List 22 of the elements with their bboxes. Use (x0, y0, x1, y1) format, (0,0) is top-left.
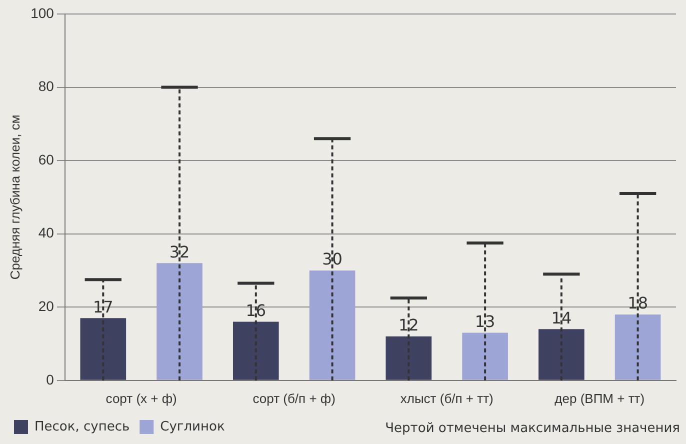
y-tick-label: 80 (38, 78, 54, 94)
x-tick-label: хлыст (б/п + тт) (400, 390, 494, 406)
data-label: 30 (322, 250, 342, 269)
legend-label: Суглинок (160, 419, 225, 434)
data-label: 12 (398, 316, 419, 335)
x-tick-label: дер (ВПМ + тт) (554, 390, 645, 406)
data-label: 16 (246, 300, 266, 320)
y-axis-title: Средняя глубина колеи, см (7, 114, 22, 280)
y-tick-label: 0 (46, 371, 54, 388)
x-tick-label: сорт (б/п + ф) (252, 390, 336, 406)
data-label: 14 (551, 308, 572, 328)
data-label: 18 (628, 294, 648, 313)
legend-label: Песок, супесь (34, 419, 130, 434)
data-label: 13 (474, 312, 496, 331)
y-tick-label: 60 (38, 151, 54, 168)
y-tick-label: 100 (30, 4, 54, 21)
data-label: 32 (169, 242, 190, 262)
y-tick-label: 20 (38, 298, 54, 314)
x-tick-label: сорт (х + ф) (106, 390, 177, 406)
text: Чертой отмечены максимальные значения (385, 421, 680, 436)
y-tick-label: 40 (38, 224, 54, 241)
data-label: 17 (92, 297, 114, 316)
